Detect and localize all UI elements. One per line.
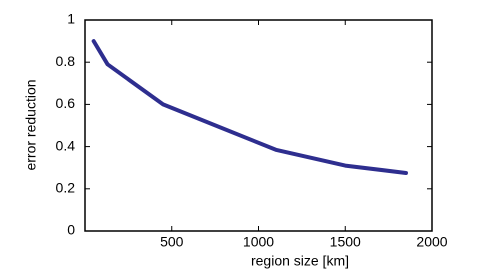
data-line (91, 39, 408, 175)
y-tick-label: 0.4 (56, 137, 76, 153)
y-tick-label: 0.2 (56, 180, 76, 196)
y-tick-label: 0.8 (56, 53, 76, 69)
x-tick-label: 1000 (243, 234, 274, 250)
y-tick-label: 1 (67, 11, 75, 27)
y-axis-label: error reduction (23, 79, 39, 170)
x-axis-label: region size [km] (251, 253, 349, 269)
x-tick-label: 1500 (330, 234, 361, 250)
plot-frame (84, 19, 433, 232)
x-tick-label: 2000 (416, 234, 447, 250)
y-tick-label: 0.6 (56, 95, 76, 111)
x-tick-label: 500 (160, 234, 184, 250)
y-tick-label: 0 (67, 222, 75, 238)
